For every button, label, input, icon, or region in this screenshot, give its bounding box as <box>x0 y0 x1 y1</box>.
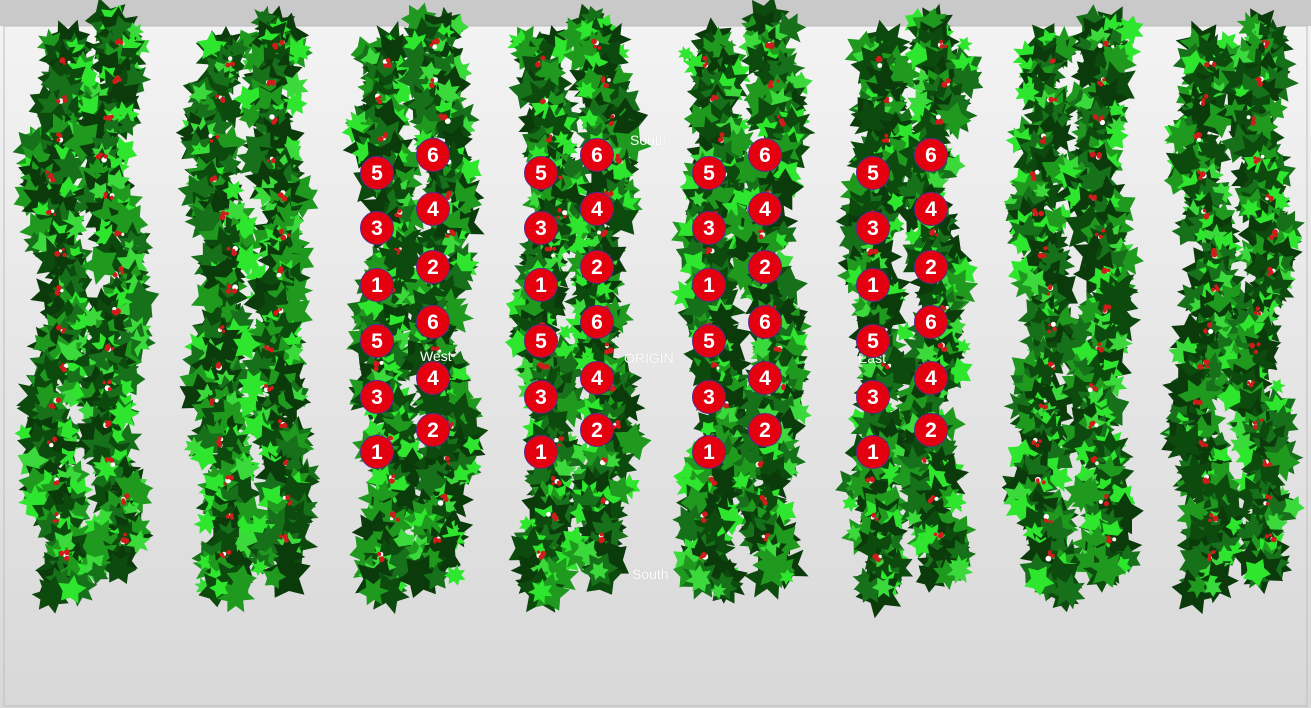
plant-row-7 <box>1001 4 1144 613</box>
south-direction-label: South <box>632 566 669 582</box>
plant-row-8 <box>1159 8 1305 615</box>
sample-marker: 6 <box>748 305 782 339</box>
sample-marker: 5 <box>856 156 890 190</box>
sample-marker: 5 <box>360 324 394 358</box>
sample-marker: 2 <box>748 250 782 284</box>
sample-marker: 6 <box>416 305 450 339</box>
sample-marker: 3 <box>692 211 726 245</box>
sample-marker: 3 <box>856 380 890 414</box>
sample-marker: 6 <box>914 138 948 172</box>
sample-marker: 1 <box>856 268 890 302</box>
plant-row-3 <box>341 2 489 615</box>
sample-marker: 1 <box>692 435 726 469</box>
sample-marker: 2 <box>580 250 614 284</box>
sample-marker: 5 <box>856 324 890 358</box>
sample-marker: 2 <box>416 250 450 284</box>
sample-marker: 4 <box>580 361 614 395</box>
sample-marker: 4 <box>580 192 614 226</box>
plant-row-4 <box>504 3 652 613</box>
sample-marker: 3 <box>524 211 558 245</box>
north-direction-label: South <box>630 132 667 148</box>
plant-row-1 <box>12 0 160 614</box>
sample-marker: 3 <box>856 211 890 245</box>
sample-marker: 6 <box>416 138 450 172</box>
sample-marker: 5 <box>360 156 394 190</box>
sample-marker: 2 <box>748 413 782 447</box>
sample-marker: 4 <box>914 192 948 226</box>
plant-row-2 <box>175 5 321 613</box>
sample-marker: 2 <box>914 413 948 447</box>
origin-label: ORIGIN <box>624 350 674 366</box>
sample-marker: 5 <box>524 324 558 358</box>
sample-marker: 5 <box>524 156 558 190</box>
sample-marker: 3 <box>360 211 394 245</box>
plant-row-5 <box>670 0 816 604</box>
sample-marker: 4 <box>914 361 948 395</box>
sample-marker: 1 <box>360 268 394 302</box>
sample-marker: 5 <box>692 156 726 190</box>
sample-marker: 4 <box>416 192 450 226</box>
sample-marker: 4 <box>748 361 782 395</box>
plant-row-6 <box>835 3 984 619</box>
sample-marker: 5 <box>692 324 726 358</box>
sample-marker: 2 <box>580 413 614 447</box>
sample-marker: 4 <box>748 192 782 226</box>
west-direction-label: West <box>420 348 452 364</box>
sample-marker: 1 <box>524 435 558 469</box>
sample-marker: 1 <box>856 435 890 469</box>
sample-marker: 3 <box>524 380 558 414</box>
sample-marker: 6 <box>580 138 614 172</box>
sample-marker: 6 <box>914 305 948 339</box>
sample-marker: 3 <box>360 380 394 414</box>
sample-marker: 2 <box>416 413 450 447</box>
sample-marker: 4 <box>416 361 450 395</box>
sample-marker: 6 <box>748 138 782 172</box>
sample-marker: 1 <box>524 268 558 302</box>
sample-marker: 6 <box>580 305 614 339</box>
sample-marker: 2 <box>914 250 948 284</box>
sample-marker: 1 <box>360 435 394 469</box>
sample-marker: 1 <box>692 268 726 302</box>
sample-marker: 3 <box>692 380 726 414</box>
